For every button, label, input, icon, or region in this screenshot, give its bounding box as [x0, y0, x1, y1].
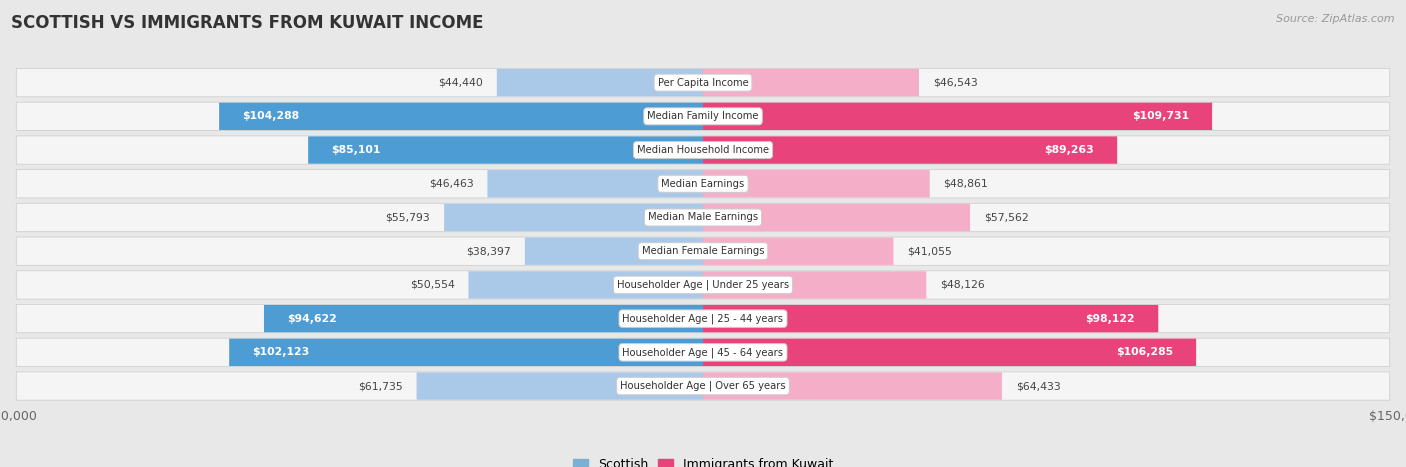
Text: $61,735: $61,735	[359, 381, 402, 391]
FancyBboxPatch shape	[17, 170, 1389, 198]
Text: $41,055: $41,055	[907, 246, 952, 256]
FancyBboxPatch shape	[703, 238, 893, 265]
Text: $106,285: $106,285	[1116, 347, 1173, 357]
FancyBboxPatch shape	[17, 203, 1389, 232]
Text: Source: ZipAtlas.com: Source: ZipAtlas.com	[1277, 14, 1395, 24]
FancyBboxPatch shape	[703, 271, 927, 298]
FancyBboxPatch shape	[219, 103, 703, 130]
Text: Householder Age | 25 - 44 years: Householder Age | 25 - 44 years	[623, 313, 783, 324]
Text: $46,463: $46,463	[429, 179, 474, 189]
FancyBboxPatch shape	[703, 372, 1002, 400]
FancyBboxPatch shape	[17, 304, 1389, 333]
FancyBboxPatch shape	[703, 170, 929, 198]
Text: Householder Age | 45 - 64 years: Householder Age | 45 - 64 years	[623, 347, 783, 358]
FancyBboxPatch shape	[488, 170, 703, 198]
Text: Per Capita Income: Per Capita Income	[658, 78, 748, 88]
Text: $44,440: $44,440	[439, 78, 482, 88]
FancyBboxPatch shape	[468, 271, 703, 298]
FancyBboxPatch shape	[264, 305, 703, 333]
Text: $46,543: $46,543	[932, 78, 977, 88]
FancyBboxPatch shape	[703, 103, 1212, 130]
FancyBboxPatch shape	[17, 271, 1389, 299]
FancyBboxPatch shape	[524, 238, 703, 265]
Text: Median Earnings: Median Earnings	[661, 179, 745, 189]
Text: $48,861: $48,861	[943, 179, 988, 189]
FancyBboxPatch shape	[703, 204, 970, 231]
Text: $50,554: $50,554	[409, 280, 454, 290]
FancyBboxPatch shape	[17, 102, 1389, 130]
Text: $94,622: $94,622	[287, 314, 337, 324]
FancyBboxPatch shape	[308, 136, 703, 164]
FancyBboxPatch shape	[17, 372, 1389, 400]
Text: $38,397: $38,397	[467, 246, 510, 256]
Text: Median Family Income: Median Family Income	[647, 111, 759, 121]
Text: $109,731: $109,731	[1132, 111, 1189, 121]
Text: $85,101: $85,101	[332, 145, 381, 155]
FancyBboxPatch shape	[703, 69, 920, 96]
Text: $89,263: $89,263	[1045, 145, 1094, 155]
Text: Median Household Income: Median Household Income	[637, 145, 769, 155]
Text: Median Female Earnings: Median Female Earnings	[641, 246, 765, 256]
FancyBboxPatch shape	[703, 136, 1118, 164]
FancyBboxPatch shape	[17, 69, 1389, 97]
FancyBboxPatch shape	[229, 339, 703, 366]
Text: $104,288: $104,288	[242, 111, 299, 121]
Text: $57,562: $57,562	[984, 212, 1029, 222]
Text: $64,433: $64,433	[1017, 381, 1060, 391]
Text: $55,793: $55,793	[385, 212, 430, 222]
Text: SCOTTISH VS IMMIGRANTS FROM KUWAIT INCOME: SCOTTISH VS IMMIGRANTS FROM KUWAIT INCOM…	[11, 14, 484, 32]
Text: $48,126: $48,126	[941, 280, 986, 290]
FancyBboxPatch shape	[703, 305, 1159, 333]
FancyBboxPatch shape	[703, 339, 1197, 366]
Text: $98,122: $98,122	[1085, 314, 1135, 324]
Text: Householder Age | Over 65 years: Householder Age | Over 65 years	[620, 381, 786, 391]
FancyBboxPatch shape	[496, 69, 703, 96]
FancyBboxPatch shape	[444, 204, 703, 231]
Text: Householder Age | Under 25 years: Householder Age | Under 25 years	[617, 280, 789, 290]
FancyBboxPatch shape	[17, 136, 1389, 164]
Text: $102,123: $102,123	[252, 347, 309, 357]
FancyBboxPatch shape	[17, 338, 1389, 367]
Legend: Scottish, Immigrants from Kuwait: Scottish, Immigrants from Kuwait	[568, 453, 838, 467]
FancyBboxPatch shape	[416, 372, 703, 400]
Text: Median Male Earnings: Median Male Earnings	[648, 212, 758, 222]
FancyBboxPatch shape	[17, 237, 1389, 265]
